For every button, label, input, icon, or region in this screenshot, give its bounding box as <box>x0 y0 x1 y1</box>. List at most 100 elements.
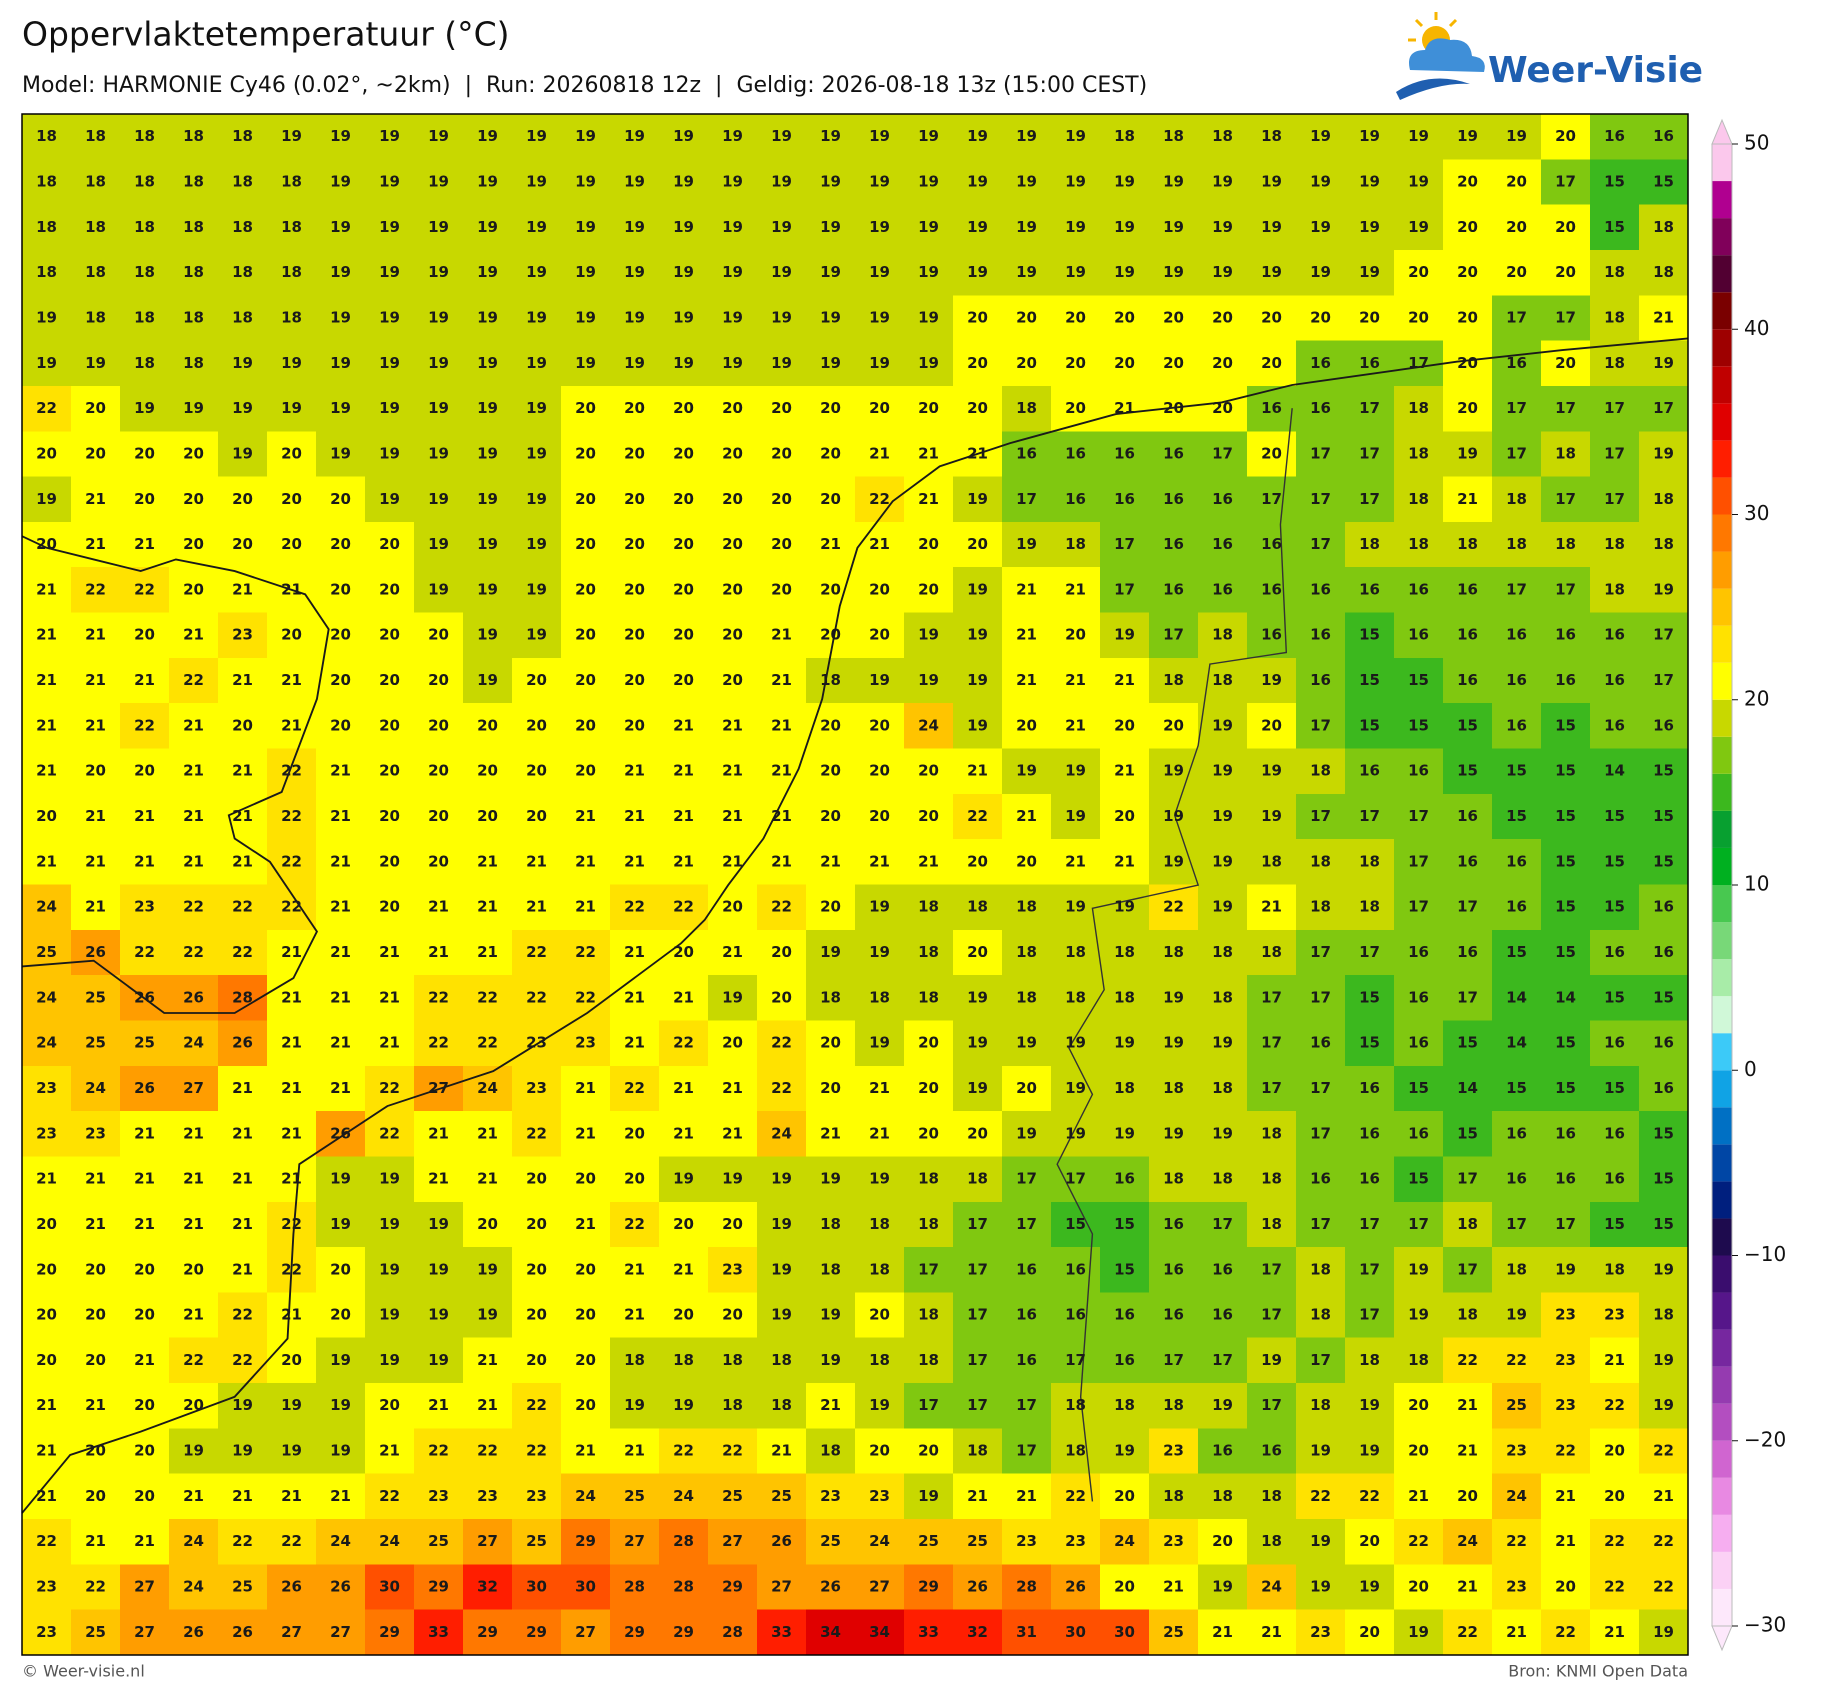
temperature-cell <box>708 1247 758 1294</box>
temperature-label: 15 <box>1604 1215 1625 1233</box>
temperature-label: 19 <box>967 580 988 598</box>
temperature-label: 23 <box>36 1124 57 1142</box>
temperature-cell <box>904 929 954 976</box>
temperature-label: 19 <box>673 218 694 236</box>
temperature-cell <box>953 521 1003 568</box>
temperature-cell <box>1541 884 1591 931</box>
temperature-cell <box>610 521 660 568</box>
temperature-label: 20 <box>918 1124 939 1142</box>
temperature-label: 19 <box>1359 263 1380 281</box>
temperature-cell <box>71 1065 121 1112</box>
temperature-label: 19 <box>771 1170 792 1188</box>
temperature-label: 22 <box>526 1442 547 1460</box>
temperature-cell <box>316 884 366 931</box>
temperature-cell <box>1149 793 1199 840</box>
temperature-label: 21 <box>1065 671 1086 689</box>
temperature-cell <box>1100 567 1150 614</box>
temperature-label: 21 <box>869 852 890 870</box>
temperature-cell <box>1296 476 1346 523</box>
temperature-label: 19 <box>869 263 890 281</box>
temperature-label: 18 <box>1359 852 1380 870</box>
temperature-label: 18 <box>1408 399 1429 417</box>
temperature-label: 19 <box>379 1215 400 1233</box>
temperature-label: 21 <box>134 1215 155 1233</box>
temperature-label: 20 <box>1261 444 1282 462</box>
temperature-label: 20 <box>869 807 890 825</box>
temperature-label: 28 <box>722 1623 743 1641</box>
colorbar-box <box>1712 366 1732 404</box>
temperature-cell <box>953 793 1003 840</box>
temperature-cell <box>22 567 72 614</box>
colorbar-box <box>1712 1329 1732 1367</box>
temperature-cell <box>610 1111 660 1158</box>
temperature-label: 18 <box>1212 988 1233 1006</box>
temperature-label: 20 <box>722 444 743 462</box>
temperature-label: 21 <box>1653 308 1674 326</box>
temperature-label: 19 <box>1261 807 1282 825</box>
temperature-label: 17 <box>1261 1396 1282 1414</box>
temperature-cell <box>953 657 1003 704</box>
temperature-label: 16 <box>1359 580 1380 598</box>
temperature-label: 21 <box>36 716 57 734</box>
temperature-cell <box>463 295 513 342</box>
temperature-cell <box>414 476 464 523</box>
temperature-label: 24 <box>36 988 57 1006</box>
temperature-label: 20 <box>330 490 351 508</box>
temperature-cell <box>120 476 170 523</box>
temperature-cell <box>561 204 611 251</box>
temperature-label: 25 <box>1163 1623 1184 1641</box>
temperature-cell <box>267 975 317 1022</box>
temperature-cell <box>1198 114 1248 160</box>
temperature-label: 21 <box>477 1124 498 1142</box>
temperature-cell <box>120 1156 170 1203</box>
temperature-cell <box>1149 1065 1199 1112</box>
temperature-cell <box>1639 657 1689 704</box>
temperature-label: 19 <box>526 626 547 644</box>
temperature-cell <box>561 1292 611 1339</box>
temperature-cell <box>365 839 415 886</box>
temperature-label: 18 <box>281 308 302 326</box>
temperature-cell <box>169 929 219 976</box>
temperature-label: 22 <box>85 1578 106 1596</box>
temperature-label: 17 <box>1359 1215 1380 1233</box>
subtitle: Model: HARMONIE Cy46 (0.02°, ~2km) | Run… <box>22 73 1147 98</box>
temperature-cell <box>71 703 121 750</box>
temperature-cell <box>708 884 758 931</box>
temperature-label: 16 <box>1555 671 1576 689</box>
temperature-label: 21 <box>36 1442 57 1460</box>
temperature-label: 21 <box>232 1079 253 1097</box>
temperature-cell <box>1541 1111 1591 1158</box>
temperature-cell <box>365 1020 415 1067</box>
temperature-label: 21 <box>1016 1487 1037 1505</box>
temperature-cell <box>806 159 856 206</box>
temperature-label: 19 <box>1310 127 1331 145</box>
temperature-label: 19 <box>869 354 890 372</box>
temperature-label: 25 <box>820 1532 841 1550</box>
temperature-cell <box>610 1156 660 1203</box>
colorbar-box <box>1712 1107 1732 1145</box>
temperature-label: 25 <box>771 1487 792 1505</box>
temperature-cell <box>1247 884 1297 931</box>
temperature-label: 19 <box>1163 263 1184 281</box>
temperature-cell <box>1247 1111 1297 1158</box>
temperature-label: 21 <box>1016 626 1037 644</box>
temperature-label: 18 <box>281 263 302 281</box>
temperature-cell <box>1247 1201 1297 1248</box>
temperature-label: 19 <box>918 127 939 145</box>
temperature-cell <box>316 114 366 160</box>
temperature-cell <box>904 476 954 523</box>
temperature-label: 20 <box>1016 716 1037 734</box>
temperature-cell <box>316 521 366 568</box>
temperature-label: 20 <box>85 762 106 780</box>
temperature-label: 20 <box>1408 1396 1429 1414</box>
temperature-cell <box>169 249 219 296</box>
temperature-label: 19 <box>526 308 547 326</box>
temperature-label: 19 <box>1310 172 1331 190</box>
temperature-label: 19 <box>281 354 302 372</box>
temperature-label: 22 <box>869 490 890 508</box>
temperature-label: 16 <box>1506 354 1527 372</box>
temperature-cell <box>1443 1020 1493 1067</box>
temperature-cell <box>267 476 317 523</box>
temperature-label: 19 <box>820 308 841 326</box>
